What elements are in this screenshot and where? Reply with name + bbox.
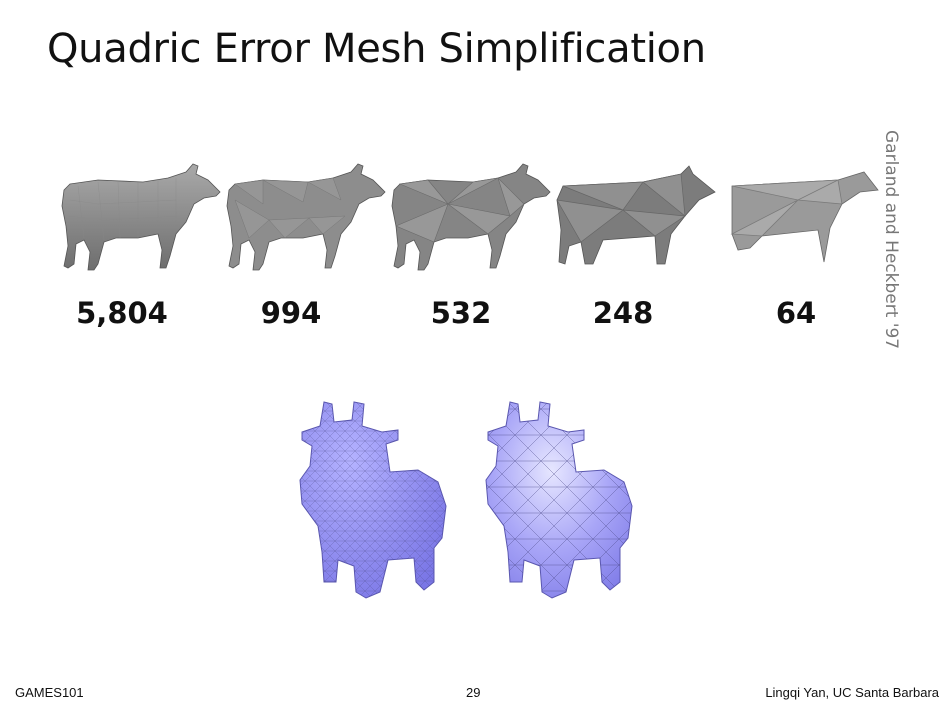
cow-mesh-64-image [730,171,879,263]
footer-author: Lingqi Yan, UC Santa Barbara [765,685,939,700]
cow-mesh-sequence [58,160,893,275]
triangle-count-64: 64 [775,296,817,330]
cow-mesh-532-image [391,163,551,271]
slide-title: Quadric Error Mesh Simplification [47,26,706,72]
footer-course: GAMES101 [15,685,84,700]
cow-mesh-248-image [556,165,716,265]
toy-cow-simplified-mesh-image [485,401,633,599]
toy-cow-dense-mesh-image [299,401,447,599]
cow-mesh-5804-image [61,163,221,271]
page-number: 29 [466,685,481,700]
triangle-count-248: 248 [592,296,654,330]
triangle-count-row: 5,804 994 532 248 64 [0,296,951,336]
triangle-count-532: 532 [430,296,492,330]
cow-mesh-994-image [226,163,386,271]
triangle-count-5804: 5,804 [76,296,168,330]
triangle-count-994: 994 [260,296,322,330]
